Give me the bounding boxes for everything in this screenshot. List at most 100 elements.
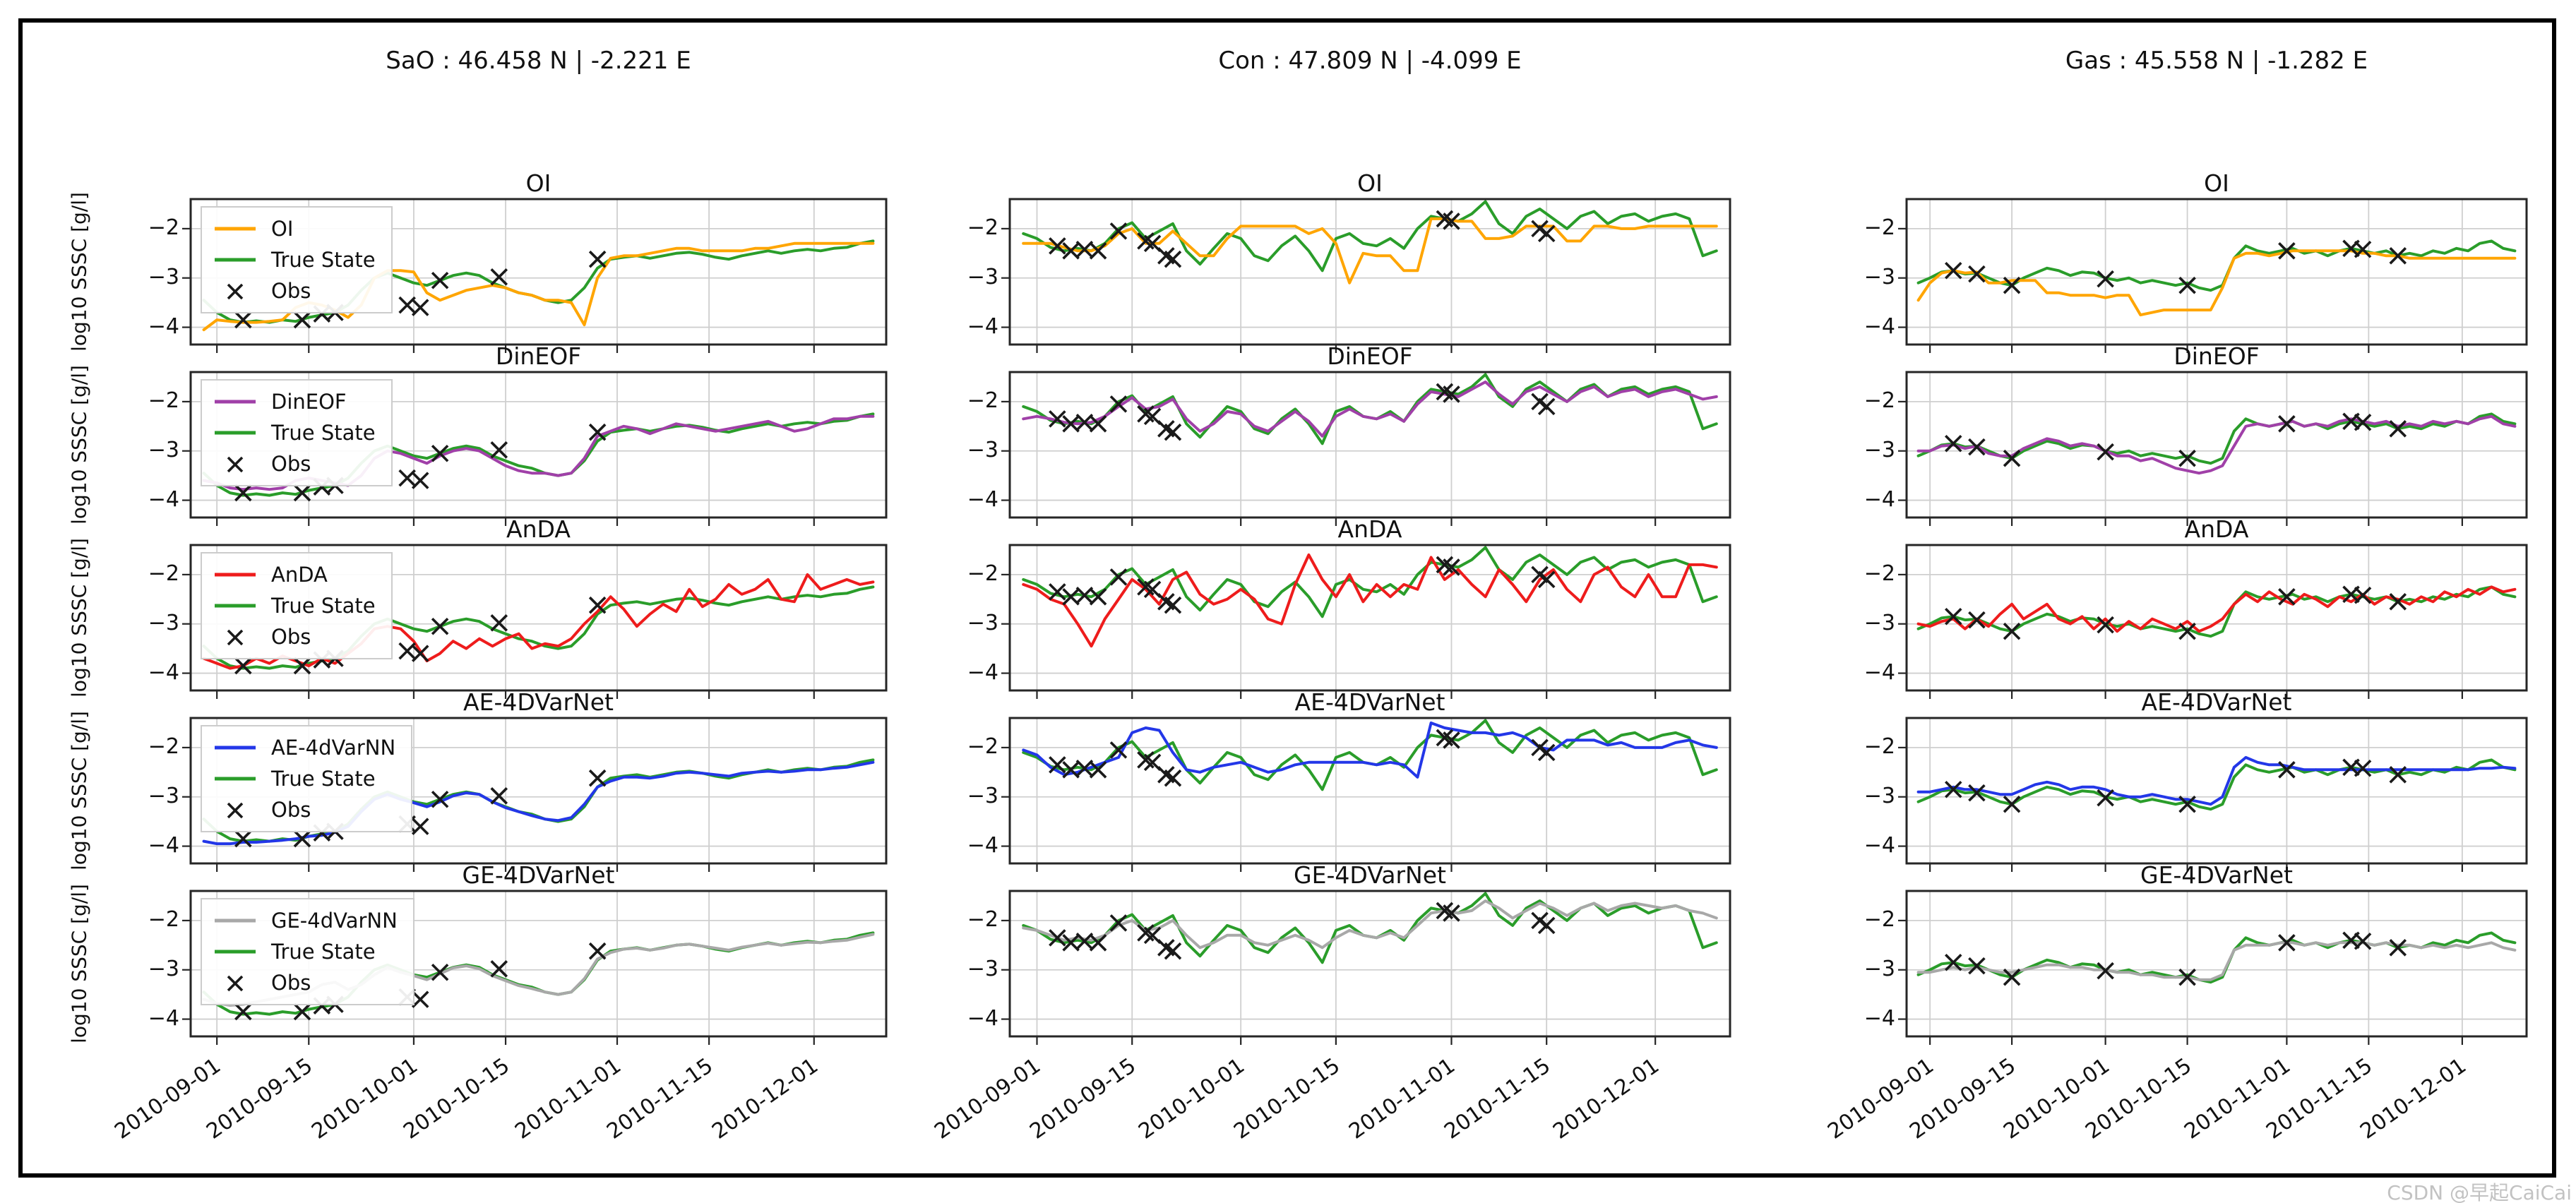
legend-item-true-state: True State <box>213 590 376 621</box>
y-tick-label: −2 <box>1864 734 1895 759</box>
y-tick-label: −3 <box>967 783 998 808</box>
subplot-AE-Con <box>1001 717 1731 872</box>
y-tick-label: −2 <box>1864 561 1895 586</box>
obs-marker <box>490 441 508 459</box>
axes-spine <box>189 198 888 346</box>
y-axis-label: log10 SSSC [g/l] <box>67 884 91 1043</box>
obs-marker <box>2389 593 2407 611</box>
obs-marker-icon <box>227 802 244 819</box>
obs-marker <box>1443 385 1460 403</box>
line-true-state <box>1022 373 1718 445</box>
legend-item-obs: Obs <box>213 967 398 998</box>
obs-marker <box>1164 769 1182 787</box>
y-tick-label: −2 <box>967 906 998 932</box>
obs-marker <box>1109 395 1128 413</box>
legend-label: Obs <box>271 279 311 303</box>
y-tick-label: −4 <box>1864 313 1895 339</box>
obs-marker-icon <box>227 629 244 646</box>
obs-marker <box>1944 434 1962 453</box>
line-sample-icon <box>215 918 256 923</box>
line-sample-icon <box>215 227 256 231</box>
line-GE <box>1022 899 1718 950</box>
axes-spine <box>1905 544 2528 692</box>
y-tick-label: −3 <box>1864 610 1895 635</box>
obs-marker <box>2178 622 2196 640</box>
obs-marker <box>588 423 607 441</box>
y-tick-label: −2 <box>1864 215 1895 240</box>
obs-marker <box>293 1002 311 1021</box>
y-tick-label: −3 <box>1864 956 1895 981</box>
y-tick-label: −3 <box>967 264 998 289</box>
legend-item-true-state: True State <box>213 936 398 967</box>
obs-marker-icon <box>227 283 244 300</box>
subplot-title-AnDA-SaO: AnDA <box>506 515 571 543</box>
obs-marker <box>2354 759 2372 777</box>
obs-marker <box>2354 240 2372 258</box>
obs-marker <box>1049 237 1066 255</box>
line-DinEOF <box>1022 381 1718 438</box>
line-sample-icon <box>215 258 256 262</box>
line-AE <box>1916 755 2517 806</box>
figure-frame <box>18 18 2556 1178</box>
line-true-state <box>1916 758 2517 811</box>
obs-marker <box>1944 261 1962 280</box>
obs-marker <box>2389 247 2407 265</box>
obs-marker <box>1089 242 1107 260</box>
obs-marker <box>1164 423 1182 441</box>
obs-marker <box>411 645 429 662</box>
column-title-Con: Con : 47.809 N | -4.099 E <box>1218 47 1522 75</box>
legend-box: DinEOF True State Obs <box>201 379 393 486</box>
y-tick-label: −4 <box>1864 486 1895 512</box>
legend-item-true-state: True State <box>213 417 376 448</box>
obs-marker <box>1049 929 1066 947</box>
y-tick-label: −3 <box>1864 437 1895 462</box>
y-tick-label: −2 <box>148 561 179 586</box>
y-tick-label: −4 <box>1864 832 1895 858</box>
y-tick-label: −3 <box>148 610 179 635</box>
obs-marker <box>1143 580 1162 599</box>
y-tick-label: −2 <box>967 215 998 240</box>
obs-marker <box>1968 784 1986 802</box>
obs-marker <box>234 484 252 502</box>
obs-marker <box>411 472 429 489</box>
subplot-title-OI-Con: OI <box>1357 169 1383 197</box>
obs-marker <box>1049 410 1066 428</box>
obs-marker <box>2354 932 2372 950</box>
y-tick-label: −4 <box>148 313 179 339</box>
subplot-title-GE-SaO: GE-4DVarNet <box>462 861 615 889</box>
obs-marker <box>2278 761 2296 779</box>
subplot-DinEOF-Gas <box>1898 371 2528 526</box>
subplot-OI-Con <box>1001 198 1731 353</box>
line-AE <box>1022 722 1718 779</box>
subplot-OI-Gas <box>1898 198 2528 353</box>
obs-marker <box>2178 968 2196 986</box>
y-tick-label: −3 <box>967 610 998 635</box>
obs-marker <box>490 960 508 978</box>
obs-marker <box>588 769 607 787</box>
subplot-title-AE-Gas: AE-4DVarNet <box>2141 688 2292 716</box>
y-tick-label: −4 <box>1864 659 1895 685</box>
legend-label: Obs <box>271 798 311 822</box>
subplot-title-DinEOF-Gas: DinEOF <box>2174 342 2260 370</box>
obs-marker <box>2278 415 2296 433</box>
y-tick-label: −4 <box>967 659 998 685</box>
obs-marker <box>293 830 311 848</box>
subplot-DinEOF-Con <box>1001 371 1731 526</box>
obs-marker <box>1089 934 1107 952</box>
obs-marker <box>1968 611 1986 629</box>
column-title-SaO: SaO : 46.458 N | -2.221 E <box>386 47 691 75</box>
obs-marker <box>2278 934 2296 952</box>
obs-marker <box>293 657 311 675</box>
y-tick-label: −4 <box>148 832 179 858</box>
obs-marker <box>1143 926 1162 945</box>
axes-spine <box>189 544 888 692</box>
obs-marker <box>1944 607 1962 626</box>
y-tick-label: −4 <box>967 486 998 512</box>
obs-marker <box>1164 596 1182 614</box>
obs-marker <box>1537 570 1556 589</box>
line-sample-icon <box>215 400 256 404</box>
obs-marker <box>490 787 508 805</box>
line-AnDA <box>202 573 875 670</box>
watermark: CSDN @早起CaiCai <box>2387 1181 2572 1203</box>
subplot-GE-Con <box>1001 890 1731 1045</box>
